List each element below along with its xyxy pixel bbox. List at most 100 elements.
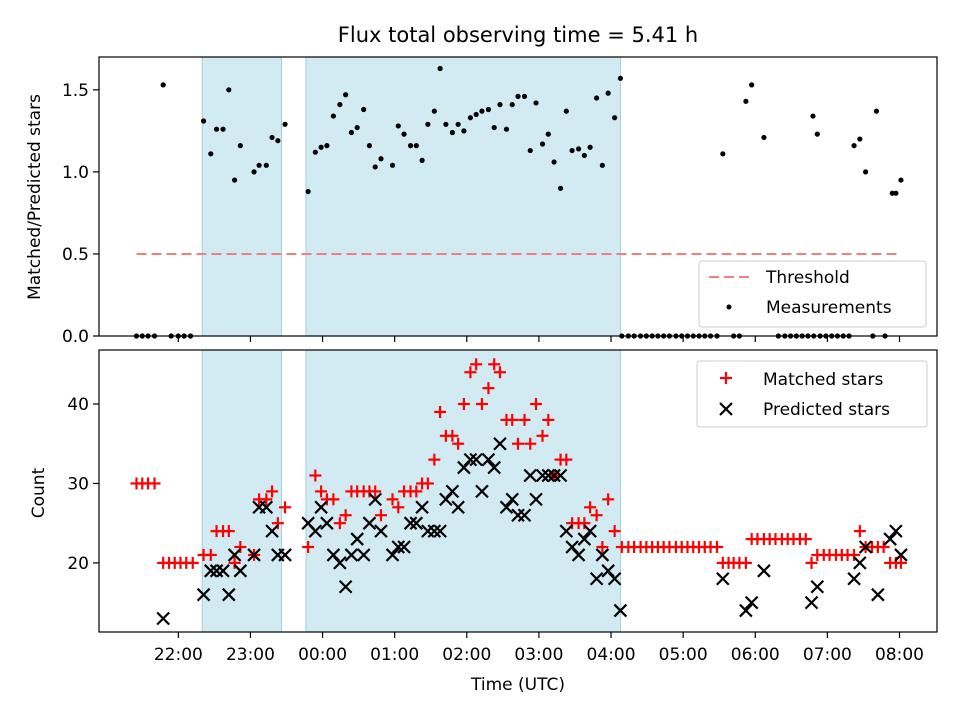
measurement-point [419, 157, 425, 163]
predicted-star-point [858, 540, 873, 554]
y-tick-label: 20 [67, 554, 89, 574]
measurement-point [545, 131, 551, 137]
predicted-star-point [338, 579, 353, 594]
predicted-legend-label: Predicted stars [763, 400, 890, 420]
measurement-point [461, 128, 467, 134]
matched-legend-label: Matched stars [763, 370, 883, 390]
measurement-point [231, 177, 238, 183]
x-tick-label: 04:00 [587, 645, 636, 665]
matched-star-point [434, 405, 447, 418]
x-tick-label: 03:00 [514, 645, 563, 665]
measurement-point [305, 188, 311, 195]
predicted-star-point [889, 524, 903, 538]
measurement-point [213, 126, 220, 132]
predicted-star-point [744, 595, 759, 610]
matched-star-point [560, 453, 573, 466]
predicted-star-point [451, 500, 465, 515]
x-tick-label: 22:00 [154, 645, 203, 665]
predicted-star-point [487, 460, 501, 475]
measurement-point [312, 149, 318, 155]
matched-star-point [302, 541, 315, 554]
predicted-star-point [481, 452, 496, 467]
predicted-star-point [847, 571, 861, 586]
measurement-point [467, 115, 474, 121]
measurement-point [539, 141, 546, 147]
matched-star-point [524, 437, 537, 450]
matched-star-point [493, 366, 506, 379]
measurement-point [389, 162, 396, 168]
measurement-point [617, 75, 624, 81]
count-panel-frame [98, 349, 938, 633]
predicted-star-point [308, 524, 323, 538]
measurement-point [889, 190, 895, 196]
predicted-star-point [265, 524, 279, 538]
predicted-star-point [559, 524, 574, 538]
measurement-point [503, 126, 510, 132]
x-tick-label: 05:00 [659, 645, 708, 665]
predicted-star-point [433, 524, 447, 538]
measurement-point [208, 151, 214, 157]
matched-star-point [608, 525, 621, 538]
predicted-star-point [523, 468, 538, 483]
predicted-star-point [391, 540, 406, 554]
matched-star-point [799, 533, 812, 546]
matched-star-point [596, 541, 609, 554]
predicted-star-point [196, 587, 211, 602]
predicted-star-point [595, 548, 610, 562]
threshold-legend-label: Threshold [765, 268, 850, 288]
measurements-legend-marker [726, 304, 732, 310]
matched-legend-marker [720, 372, 732, 384]
matched-star-point [488, 358, 501, 371]
y-tick-label: 0.0 [62, 327, 89, 347]
matched-star-point [602, 493, 615, 506]
measurement-point [605, 90, 611, 96]
y-tick-label: 40 [67, 395, 89, 415]
predicted-star-point [445, 484, 460, 499]
y-tick-label: 1.0 [62, 163, 89, 183]
matched-star-point [186, 556, 199, 569]
measurement-point [318, 144, 324, 150]
predicted-star-point [368, 492, 382, 507]
matched-star-point [410, 485, 423, 498]
predicted-star-point [577, 532, 592, 546]
predicted-star-point [233, 564, 248, 578]
predicted-star-point [278, 548, 292, 562]
predicted-star-point [517, 508, 532, 523]
matched-star-point [369, 485, 382, 498]
measurement-point [491, 124, 497, 131]
measurement-point [743, 98, 749, 104]
measurement-point [533, 100, 539, 106]
measurement-point [220, 126, 226, 132]
measurement-point [581, 152, 587, 159]
matched-star-point [266, 485, 279, 498]
predicted-legend-marker [719, 402, 733, 416]
matched-star-point [457, 398, 470, 411]
measurement-point [348, 129, 355, 136]
matched-star-point [711, 541, 724, 554]
measurement-point [337, 101, 343, 108]
measurement-point [324, 143, 330, 149]
predicted-star-point [415, 500, 429, 515]
measurement-point [251, 169, 257, 175]
matched-star-point [739, 556, 752, 569]
measurement-point [200, 118, 207, 124]
matched-star-point [536, 429, 549, 442]
x-tick-label: 00:00 [298, 645, 347, 665]
measurement-point [354, 124, 360, 131]
count-y-label: Count [29, 467, 49, 518]
matched-star-point [421, 477, 434, 490]
predicted-star-point [607, 571, 622, 586]
ratio-panel: 0.0 0.5 1.0 1.5 Matched/Predicted stars Thr… [25, 56, 938, 347]
matched-star-point [530, 398, 543, 411]
measurement-point [563, 108, 569, 114]
measurement-point [527, 147, 533, 154]
predicted-star-point [314, 500, 328, 515]
count-panel: 20 30 40 22:00 23:00 00:00 01:00 02:00 03:00 04:… [29, 349, 938, 695]
predicted-star-point [499, 500, 514, 515]
predicted-star-point [259, 500, 274, 515]
measurement-point [863, 169, 869, 175]
predicted-star-point [156, 611, 170, 626]
matched-star-point [475, 398, 488, 411]
matched-star-point [327, 493, 340, 506]
